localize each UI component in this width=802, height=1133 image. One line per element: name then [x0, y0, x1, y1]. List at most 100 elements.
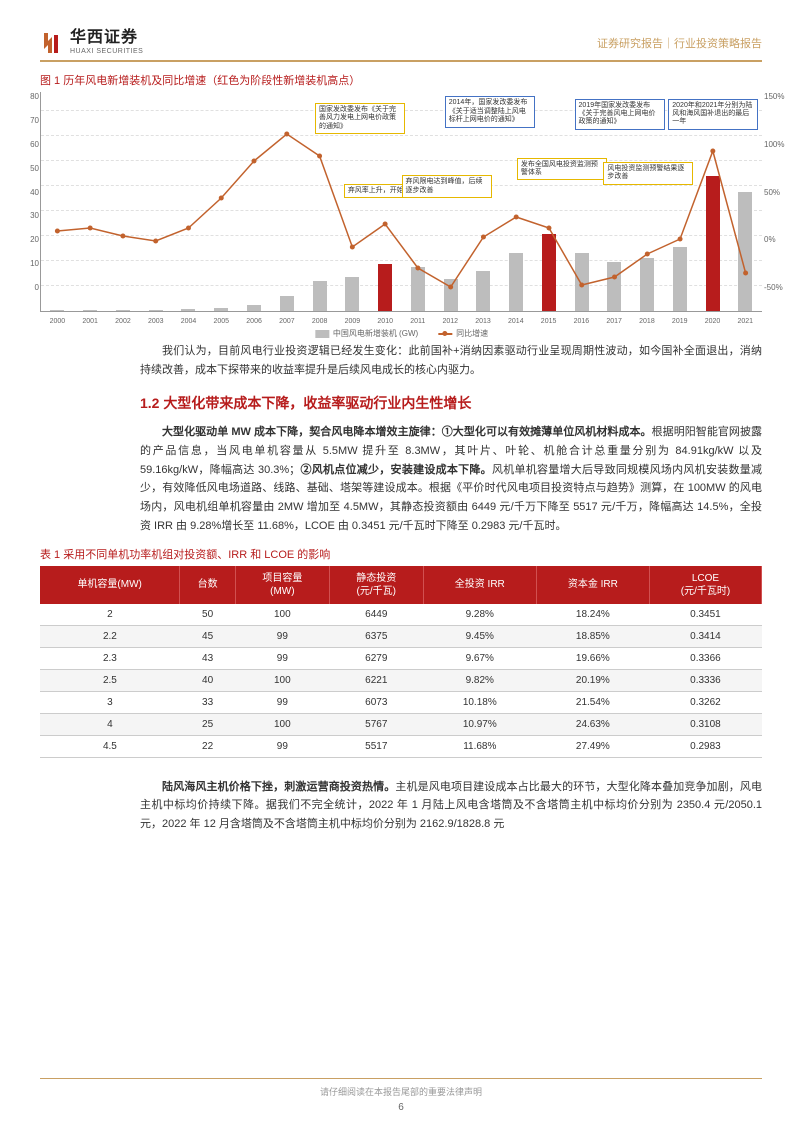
bar-2009: [345, 277, 359, 312]
legend-item: 中国风电新增装机 (GW): [315, 328, 418, 339]
bar-2005: [214, 308, 228, 311]
table-col-header: 资本金 IRR: [536, 566, 649, 604]
chart-legend: 中国风电新增装机 (GW) 同比增速: [315, 328, 488, 339]
table-cell: 18.24%: [536, 604, 649, 626]
page-header: 华西证券 HUAXI SECURITIES 证券研究报告｜行业投资策略报告: [40, 30, 762, 62]
para-1: 我们认为，目前风电行业投资逻辑已经发生变化：此前国补+消纳因素驱动行业呈现周期性…: [40, 342, 762, 379]
table-cell: 5767: [329, 713, 423, 735]
bar-2011: [411, 267, 425, 311]
bar-2012: [444, 279, 458, 312]
bar-2004: [181, 309, 195, 311]
table-cell: 18.85%: [536, 625, 649, 647]
para-3: 陆风海风主机价格下挫，刺激运营商投资热情。主机是风电项目建设成本占比最大的环节，…: [40, 778, 762, 834]
table-cell: 11.68%: [423, 735, 536, 757]
table-cell: 0.3414: [649, 625, 761, 647]
table-cell: 27.49%: [536, 735, 649, 757]
table-cell: 21.54%: [536, 691, 649, 713]
x-axis: 2000200120022003200420052006200720082009…: [41, 318, 762, 325]
table-cell: 99: [235, 691, 329, 713]
table-cell: 9.67%: [423, 647, 536, 669]
table-row: 25010064499.28%18.24%0.3451: [40, 604, 762, 626]
table-col-header: 静态投资(元/千瓦): [329, 566, 423, 604]
table-cell: 2.2: [40, 625, 180, 647]
table-cell: 2.3: [40, 647, 180, 669]
table-cell: 99: [235, 735, 329, 757]
table-cell: 6279: [329, 647, 423, 669]
table-cell: 0.3108: [649, 713, 761, 735]
table-header-row: 单机容量(MW)台数项目容量(MW)静态投资(元/千瓦)全投资 IRR资本金 I…: [40, 566, 762, 604]
table-row: 2.54010062219.82%20.19%0.3336: [40, 669, 762, 691]
table-col-header: 项目容量(MW): [235, 566, 329, 604]
table-cell: 99: [235, 625, 329, 647]
table-cell: 100: [235, 604, 329, 626]
legend-item: 同比增速: [438, 328, 488, 339]
figure-1-title: 图 1 历年风电新增装机及同比增速（红色为阶段性新增装机高点）: [40, 72, 762, 88]
table-cell: 100: [235, 669, 329, 691]
bar-2001: [83, 310, 97, 311]
table-cell: 6221: [329, 669, 423, 691]
table-cell: 6375: [329, 625, 423, 647]
bar-2019: [673, 247, 687, 311]
bar-2003: [149, 310, 163, 312]
bar-2020: [706, 176, 720, 311]
table-cell: 50: [180, 604, 236, 626]
table-cell: 0.3336: [649, 669, 761, 691]
bar-2000: [50, 310, 64, 311]
bar-2014: [509, 253, 523, 311]
table-cell: 4: [40, 713, 180, 735]
table-col-header: 台数: [180, 566, 236, 604]
chart-annotation: 2020年和2021年分别为陆风和海风国补退出的最后一年: [668, 99, 758, 130]
footer-disclaimer: 请仔细阅读在本报告尾部的重要法律声明: [0, 1085, 802, 1098]
table-cell: 6449: [329, 604, 423, 626]
bar-2021: [738, 192, 752, 311]
chart-combo: 80706050403020100 150%100%50%0%-50% 2000…: [40, 92, 762, 312]
table-1-title: 表 1 采用不同单机功率机组对投资额、IRR 和 LCOE 的影响: [40, 546, 762, 562]
table-cell: 33: [180, 691, 236, 713]
table-cell: 0.3451: [649, 604, 761, 626]
table-cell: 20.19%: [536, 669, 649, 691]
bar-2006: [247, 305, 261, 312]
page-footer: 请仔细阅读在本报告尾部的重要法律声明 6: [0, 1078, 802, 1113]
table-row: 425100576710.97%24.63%0.3108: [40, 713, 762, 735]
bar-2007: [280, 296, 294, 311]
page-number: 6: [0, 1102, 802, 1113]
bar-2008: [313, 281, 327, 311]
y-axis-left: 80706050403020100: [19, 92, 39, 292]
y-axis-right: 150%100%50%0%-50%: [764, 92, 792, 292]
table-cell: 0.3366: [649, 647, 761, 669]
table-cell: 25: [180, 713, 236, 735]
chart-annotation: 弃风限电达到峰值，后续逐步改善: [402, 175, 492, 198]
chart-annotation: 2014年，国家发改委发布《关于适当调整陆上风电标杆上网电价的通知》: [445, 96, 535, 127]
table-cell: 19.66%: [536, 647, 649, 669]
bar-2018: [640, 258, 654, 311]
table-cell: 3: [40, 691, 180, 713]
table-cell: 99: [235, 647, 329, 669]
chart-annotation: 国家发改委发布《关于完善风力发电上网电价政策的通知》: [315, 103, 405, 134]
table-cell: 22: [180, 735, 236, 757]
logo-text-cn: 华西证券: [70, 30, 143, 46]
logo-text-en: HUAXI SECURITIES: [70, 48, 143, 55]
chart-annotation: 风电投资监测预警结果逐步改善: [603, 162, 693, 185]
table-col-header: 单机容量(MW): [40, 566, 180, 604]
logo-icon: [40, 31, 64, 55]
table-cell: 40: [180, 669, 236, 691]
bar-2017: [607, 262, 621, 311]
table-row: 2.3439962799.67%19.66%0.3366: [40, 647, 762, 669]
table-row: 2.2459963759.45%18.85%0.3414: [40, 625, 762, 647]
bar-2016: [575, 253, 589, 312]
table-cell: 2: [40, 604, 180, 626]
table-cell: 10.18%: [423, 691, 536, 713]
bars-group: [41, 111, 762, 311]
table-cell: 9.45%: [423, 625, 536, 647]
table-cell: 5517: [329, 735, 423, 757]
bar-2010: [378, 264, 392, 311]
table-cell: 2.5: [40, 669, 180, 691]
table-cell: 43: [180, 647, 236, 669]
table-cell: 0.2983: [649, 735, 761, 757]
table-cell: 45: [180, 625, 236, 647]
table-cell: 100: [235, 713, 329, 735]
chart-annotation: 2019年国家发改委发布《关于完善风电上网电价政策的通知》: [575, 99, 665, 130]
table-1: 单机容量(MW)台数项目容量(MW)静态投资(元/千瓦)全投资 IRR资本金 I…: [40, 566, 762, 758]
table-row: 33399607310.18%21.54%0.3262: [40, 691, 762, 713]
bar-2015: [542, 234, 556, 311]
